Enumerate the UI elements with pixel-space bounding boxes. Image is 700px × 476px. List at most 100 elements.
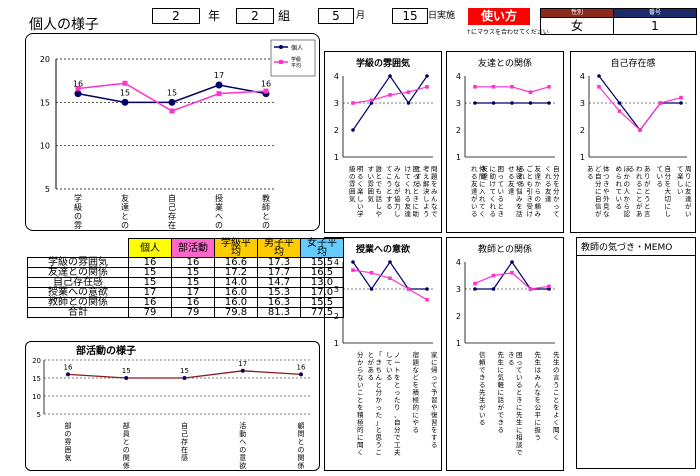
row-label: 学級の雰囲気 bbox=[27, 257, 129, 268]
y-tick-label: 3 bbox=[456, 285, 461, 294]
memo-title: 教師の気づき・MEMO bbox=[577, 238, 695, 256]
day-value[interactable]: 15 bbox=[392, 8, 428, 24]
y-tick-label: 2 bbox=[456, 312, 461, 321]
club-chart-panel: 部活動の様子 20 15 10 5 16 15 15 17 16 部の雰囲気 部員との関係 自己存在感 活… bbox=[25, 341, 320, 471]
cell: 16.6 bbox=[214, 257, 258, 268]
cell: 15 bbox=[128, 277, 172, 288]
item-label: 自分を分かってくれる友達 bbox=[545, 164, 560, 218]
cell: 16 bbox=[171, 297, 215, 308]
data-point bbox=[351, 260, 355, 264]
y-tick-label: 1 bbox=[334, 339, 339, 348]
x-tick-label: 教師との関係 bbox=[262, 193, 270, 230]
class-label: 組 bbox=[278, 9, 291, 23]
item-label: みんなが協力してこうとする bbox=[386, 165, 401, 218]
item-label: 明るく楽しい学級の雰囲気 bbox=[349, 164, 364, 218]
x-tick-label: 友達との関係 bbox=[121, 193, 129, 230]
y-tick-label: 15 bbox=[32, 375, 41, 383]
item-label: 宿題などを積極的にやる bbox=[413, 350, 420, 434]
item-label: 自分を大切にしている bbox=[657, 164, 672, 218]
legend-marker-avg bbox=[279, 60, 283, 64]
data-point bbox=[124, 376, 129, 380]
number-value[interactable]: 1 bbox=[613, 17, 697, 35]
series-line-0 bbox=[352, 260, 427, 291]
data-point bbox=[617, 109, 622, 113]
data-point bbox=[216, 91, 222, 97]
item-label: ノートをとったり、自分で工夫している bbox=[386, 351, 401, 457]
mini-panel-class-atmosphere: 学級の雰囲気 4 3 2 1 明るく楽しい学級の雰囲気 誰とでも話しやすい雰囲気 みんなが協力… bbox=[324, 51, 442, 233]
data-label: 16 bbox=[64, 363, 73, 371]
class-value[interactable]: 2 bbox=[236, 8, 274, 24]
col-club: 部活動 bbox=[171, 238, 215, 258]
y-tick-label: 1 bbox=[456, 153, 461, 162]
table-row-total: 合計 79 79 79.8 81.3 77.5 bbox=[27, 307, 344, 318]
series-line-1 bbox=[474, 272, 550, 290]
cell: 17.2 bbox=[214, 267, 258, 278]
data-point bbox=[425, 298, 429, 302]
data-label: 17 bbox=[214, 71, 224, 80]
page-title: 個人の様子 bbox=[29, 17, 99, 33]
summary-corner bbox=[28, 239, 129, 258]
data-point bbox=[121, 98, 129, 106]
mini-chart-self-presence: 自己存在感 4 3 2 1体つきや外見など自分に自信があるほかの人から認められているあり… bbox=[580, 57, 692, 218]
y-tick-label: 4 bbox=[456, 258, 461, 267]
table-row: 授業への意欲 17 17 16.0 15.3 17.0 bbox=[27, 287, 344, 298]
legend-box bbox=[270, 39, 316, 77]
day-label: 日実施 bbox=[428, 11, 456, 21]
y-tick-label: 10 bbox=[40, 142, 50, 151]
series-line-0 bbox=[598, 75, 681, 131]
data-point bbox=[638, 128, 642, 132]
data-point bbox=[351, 128, 355, 132]
y-tick-label: 20 bbox=[40, 55, 50, 64]
cell: 16 bbox=[128, 257, 172, 268]
y-tick-label: 20 bbox=[32, 357, 41, 365]
cell: 15 bbox=[171, 277, 215, 288]
item-label: 困っているときに先生に相談できる bbox=[508, 351, 523, 457]
mini-panel-class-motivation: 授業への意欲 4 3 2 1 分からないことを積極的に聞く 「きちんと分かった」と思うことが… bbox=[324, 237, 442, 471]
item-label: ありがとうと言われることがある bbox=[628, 165, 651, 218]
memo-panel[interactable]: 教師の気づき・MEMO bbox=[576, 237, 696, 469]
data-point bbox=[168, 98, 176, 106]
cell: 15 bbox=[128, 267, 172, 278]
data-point bbox=[597, 74, 601, 78]
howto-button[interactable]: 使い方 bbox=[468, 8, 530, 25]
data-point bbox=[528, 101, 533, 105]
cell: 16 bbox=[171, 257, 215, 268]
grade-value[interactable]: 2 bbox=[152, 8, 200, 24]
data-point bbox=[66, 372, 70, 377]
gender-value[interactable]: 女 bbox=[540, 17, 614, 35]
item-label: 「きちんと分かった」と思うことがある bbox=[368, 351, 383, 457]
cell: 17.0 bbox=[300, 287, 344, 298]
cell: 15.3 bbox=[257, 287, 301, 298]
mini-chart-title: 教師との関係 bbox=[478, 243, 532, 255]
data-point bbox=[617, 101, 622, 105]
cell: 15 bbox=[171, 267, 215, 278]
data-point bbox=[510, 271, 514, 275]
data-point bbox=[74, 90, 82, 98]
y-tick-label: 1 bbox=[334, 153, 339, 162]
data-point bbox=[547, 101, 551, 105]
data-point bbox=[491, 287, 496, 291]
data-point bbox=[215, 81, 223, 89]
month-value[interactable]: 5 bbox=[318, 8, 354, 24]
mini-panel-self-presence: 自己存在感 4 3 2 1 体つきや外見など自分に自信がある ほかの人から認められている あり… bbox=[570, 51, 696, 233]
x-tick-label: 自己存在感 bbox=[168, 193, 176, 230]
row-label: 授業への意欲 bbox=[27, 287, 129, 298]
legend-marker-individual bbox=[279, 45, 283, 49]
cell: 13.0 bbox=[300, 277, 344, 288]
item-label: 先生の言うことをよく聞く bbox=[553, 350, 560, 442]
club-chart-title: 部活動の様子 bbox=[76, 344, 136, 357]
col-girls-avg: 女子平均 bbox=[300, 238, 344, 258]
item-label: 周りに友達がいて楽しい bbox=[677, 165, 692, 218]
data-point bbox=[369, 98, 374, 103]
data-point bbox=[473, 85, 477, 89]
legend-label-avg: 学級平均 bbox=[291, 56, 301, 69]
data-point bbox=[351, 101, 355, 105]
row-label: 教師との関係 bbox=[27, 297, 129, 308]
data-point bbox=[547, 284, 551, 289]
y-tick-label: 2 bbox=[580, 126, 585, 135]
cell: 17 bbox=[171, 287, 215, 298]
x-tick-label: 授業への意欲 bbox=[215, 193, 223, 230]
howto-note: ↑にマウスを合わせてください bbox=[466, 29, 549, 36]
data-label: 15 bbox=[167, 88, 177, 97]
cell: 16.5 bbox=[300, 267, 344, 278]
